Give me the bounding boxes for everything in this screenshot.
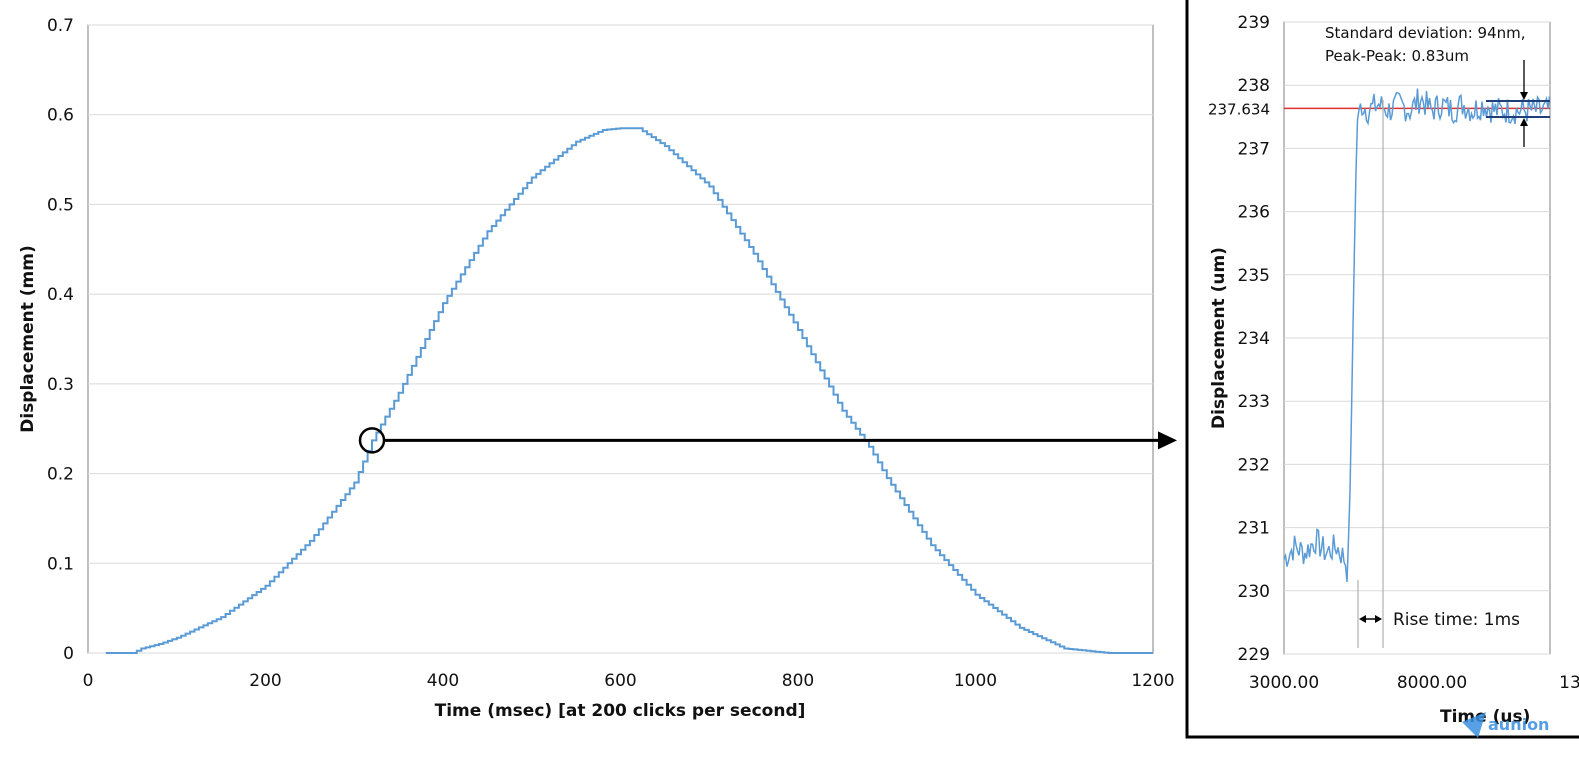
inset-chart: 229 230 231 232 233 234 235 236 237 238 239 3000.0… [1185,0,1579,739]
reference-line-label: 237.634 [1208,100,1270,118]
main-series-line [105,127,1153,654]
main-y-axis-label: Displacement (mm) [18,245,38,433]
main-chart: 0 0.1 0.2 0.3 0.4 0.5 0.6 0.7 0 200 400 600 800 1000… [18,16,1177,721]
peak-arrow-up-head [1520,118,1528,126]
zoom-arrow-head [1158,431,1177,450]
inset-y-tick: 234 [1238,329,1270,349]
inset-y-tick: 232 [1238,455,1270,475]
peak-arrow-down-head [1520,92,1528,100]
rise-time-arrow-left [1359,615,1366,623]
main-x-tick: 1200 [1131,671,1174,691]
watermark-plane-icon [1462,712,1486,738]
main-x-tick: 600 [604,671,636,691]
inset-y-tick: 237 [1238,139,1270,159]
main-x-tick: 800 [782,671,814,691]
main-y-tick: 0.2 [47,465,74,485]
main-gridlines [88,24,1153,654]
std-dev-annotation: Standard deviation: 94nm, [1325,24,1526,42]
inset-y-tick: 235 [1238,266,1270,286]
inset-y-tick: 233 [1238,392,1270,412]
rise-time-arrow-right [1375,615,1382,623]
inset-y-tick: 236 [1238,203,1270,223]
inset-x-tick: 3000.00 [1249,673,1319,693]
inset-series-line [1283,88,1551,582]
main-x-tick: 1000 [954,671,997,691]
inset-y-tick: 239 [1238,13,1270,33]
inset-y-axis-label: Displacement (um) [1209,247,1229,429]
watermark-logo: aunion [1462,712,1549,738]
inset-y-tick: 230 [1238,582,1270,602]
inset-y-tick-labels: 229 230 231 232 233 234 235 236 237 238 239 [1238,13,1270,665]
main-y-tick: 0.3 [47,375,74,395]
inset-gridlines [1284,21,1550,655]
main-y-tick-labels: 0 0.1 0.2 0.3 0.4 0.5 0.6 0.7 [47,16,74,664]
main-y-tick: 0.4 [47,285,74,305]
watermark-text: aunion [1488,715,1549,734]
inset-x-tick: 13 [1559,673,1579,693]
inset-y-tick: 238 [1238,76,1270,96]
main-x-tick: 400 [427,671,459,691]
inset-y-tick: 229 [1238,645,1270,665]
main-plot-frame [87,24,1154,654]
inset-x-tick-labels: 3000.00 8000.00 13 [1249,673,1579,693]
main-x-tick: 200 [249,671,281,691]
main-y-tick: 0 [63,644,74,664]
inset-x-tick: 8000.00 [1397,673,1467,693]
main-y-tick: 0.7 [47,16,74,36]
main-x-tick-labels: 0 200 400 600 800 1000 1200 [83,671,1175,691]
peak-peak-annotation: Peak-Peak: 0.83um [1325,47,1469,65]
rise-time-annotation: Rise time: 1ms [1393,610,1520,630]
main-y-tick: 0.6 [47,106,74,126]
main-x-tick: 0 [83,671,94,691]
inset-y-tick: 231 [1238,519,1270,539]
main-y-tick: 0.1 [47,554,74,574]
main-y-tick: 0.5 [47,195,74,215]
main-x-axis-label: Time (msec) [at 200 clicks per second] [435,701,806,721]
